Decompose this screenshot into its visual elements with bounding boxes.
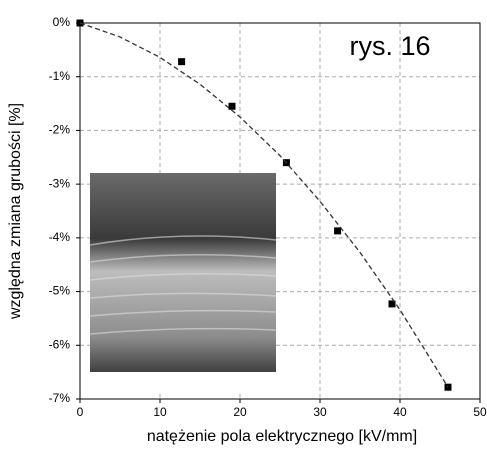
- y-tick-label: -5%: [49, 284, 71, 298]
- x-tick-label: 30: [313, 405, 327, 419]
- x-tick-label: 0: [77, 405, 84, 419]
- y-tick-label: -7%: [49, 391, 71, 405]
- y-tick-label: -2%: [49, 123, 71, 137]
- data-point: [178, 58, 186, 66]
- x-axis-label: natężenie pola elektrycznego [kV/mm]: [147, 428, 417, 445]
- y-tick-label: -1%: [49, 69, 71, 83]
- annotation: rys. 16: [349, 31, 430, 61]
- y-axis-label: względna zmiana grubości [%]: [7, 103, 24, 320]
- x-tick-label: 40: [393, 405, 407, 419]
- y-tick-label: -6%: [49, 337, 71, 351]
- y-tick-label: 0%: [53, 15, 71, 29]
- data-point: [388, 300, 396, 308]
- sem-info-bar: [90, 372, 276, 392]
- y-tick-label: -4%: [49, 230, 71, 244]
- sem-image: [90, 173, 276, 392]
- y-tick-label: -3%: [49, 176, 71, 190]
- x-tick-label: 10: [153, 405, 167, 419]
- data-point: [228, 102, 236, 110]
- sem-texture: [89, 235, 277, 335]
- fit-line: [79, 22, 449, 388]
- x-tick-label: 20: [233, 405, 247, 419]
- plot-frame: [79, 22, 481, 400]
- inset-image: [89, 173, 277, 392]
- x-tick-label: 50: [473, 405, 487, 419]
- data-point: [334, 227, 342, 235]
